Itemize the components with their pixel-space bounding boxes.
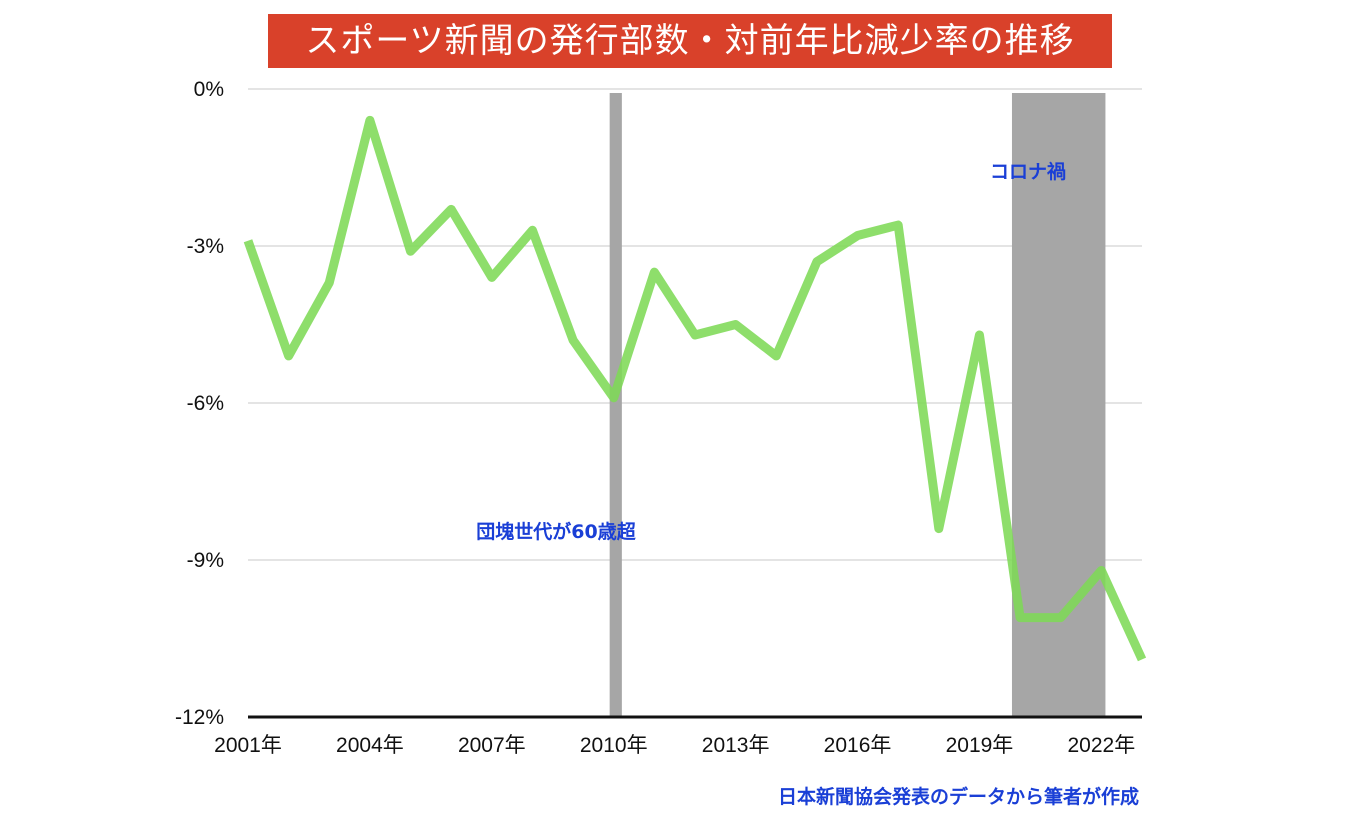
x-tick-label: 2022年 [1068, 734, 1136, 757]
annotation-dankai: 団塊世代が60歳超 [476, 520, 636, 543]
y-tick-label: -12% [175, 706, 224, 729]
annotation-corona: コロナ禍 [990, 160, 1066, 183]
annotations: 団塊世代が60歳超 コロナ禍 [476, 160, 1066, 543]
y-tick-label: -9% [187, 549, 224, 572]
x-tick-label: 2007年 [458, 734, 526, 757]
axes: 0% -3% -6% -9% -12% 2001年 2004年 2007年 2010年 2013年… [175, 78, 1142, 757]
data-series [243, 115, 1147, 662]
shaded-period [1011, 93, 1106, 717]
source-note: 日本新聞協会発表のデータから筆者が作成 [777, 786, 1139, 808]
x-tick-label: 2013年 [702, 734, 770, 757]
x-tick-label: 2001年 [214, 734, 282, 757]
y-tick-label: -3% [187, 235, 224, 258]
x-tick-label: 2016年 [824, 734, 892, 757]
shaded-periods [609, 93, 1106, 717]
chart-title: スポーツ新聞の発行部数・対前年比減少率の推移 [268, 14, 1112, 68]
x-tick-label: 2004年 [336, 734, 404, 757]
x-tick-label: 2010年 [580, 734, 648, 757]
shaded-period [609, 93, 622, 717]
y-tick-label: 0% [194, 78, 224, 101]
y-tick-label: -6% [187, 392, 224, 415]
x-tick-label: 2019年 [946, 734, 1014, 757]
series-line [243, 115, 1147, 662]
